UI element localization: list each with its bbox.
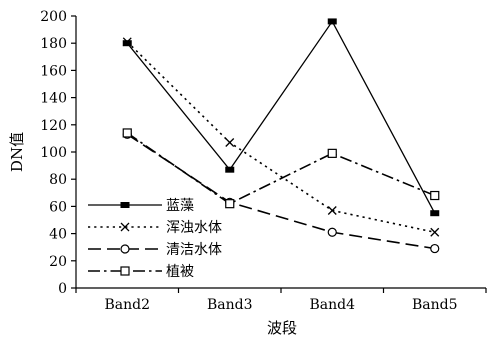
x-ticks: Band2 Band3 Band4 Band5 — [75, 288, 487, 313]
y-tick-label: 180 — [40, 36, 67, 52]
data-point — [122, 37, 132, 47]
data-point — [327, 148, 337, 158]
y-tick-label: 20 — [49, 254, 67, 270]
y-tick-label: 40 — [49, 227, 67, 243]
series-line — [126, 132, 436, 205]
legend-label: 浑浊水体 — [166, 220, 222, 236]
data-point — [430, 210, 440, 217]
y-tick-label: 0 — [58, 281, 67, 297]
data-point — [120, 266, 130, 276]
data-point — [225, 166, 235, 173]
data-point — [225, 199, 235, 209]
series-line — [126, 41, 435, 234]
series-2 — [122, 37, 440, 237]
x-axis-title: 波段 — [267, 319, 297, 337]
series-layer — [122, 18, 440, 254]
data-point — [430, 243, 440, 254]
legend-label: 植被 — [166, 264, 194, 280]
data-point — [225, 138, 235, 147]
y-tick-label: 200 — [40, 9, 67, 25]
y-axis-title: DN值 — [8, 132, 26, 172]
data-point — [327, 18, 337, 25]
x-tick-label: Band4 — [309, 297, 355, 313]
data-point — [327, 227, 337, 237]
data-point — [430, 190, 440, 201]
data-point — [120, 202, 130, 208]
y-tick-label: 80 — [49, 172, 67, 188]
x-tick-label: Band2 — [104, 297, 150, 313]
legend-label: 蓝藻 — [166, 198, 194, 214]
y-tick-label: 100 — [40, 145, 67, 161]
y-tick-label: 160 — [40, 63, 67, 79]
data-point — [122, 40, 132, 47]
legend-item-background — [86, 261, 218, 281]
data-point — [120, 222, 130, 232]
y-ticks: 0 20 40 60 80 100 120 140 160 180 200 — [40, 9, 76, 297]
legend-item: 蓝藻 — [86, 195, 218, 215]
y-tick-label: 140 — [40, 91, 67, 107]
series-4 — [122, 128, 440, 209]
legend-item: 清洁水体 — [86, 239, 222, 259]
series-line — [126, 20, 436, 214]
x-tick-label: Band3 — [207, 297, 253, 313]
data-point — [430, 227, 440, 237]
legend-label: 清洁水体 — [166, 242, 222, 258]
data-point — [120, 244, 130, 254]
legend-item: 浑浊水体 — [86, 217, 222, 237]
series-1 — [122, 18, 440, 217]
data-point — [122, 128, 132, 138]
legend-item: 植被 — [86, 261, 218, 281]
x-tick-label: Band5 — [412, 297, 458, 313]
data-point — [327, 206, 337, 215]
y-tick-label: 60 — [49, 199, 67, 215]
y-tick-label: 120 — [40, 118, 67, 134]
